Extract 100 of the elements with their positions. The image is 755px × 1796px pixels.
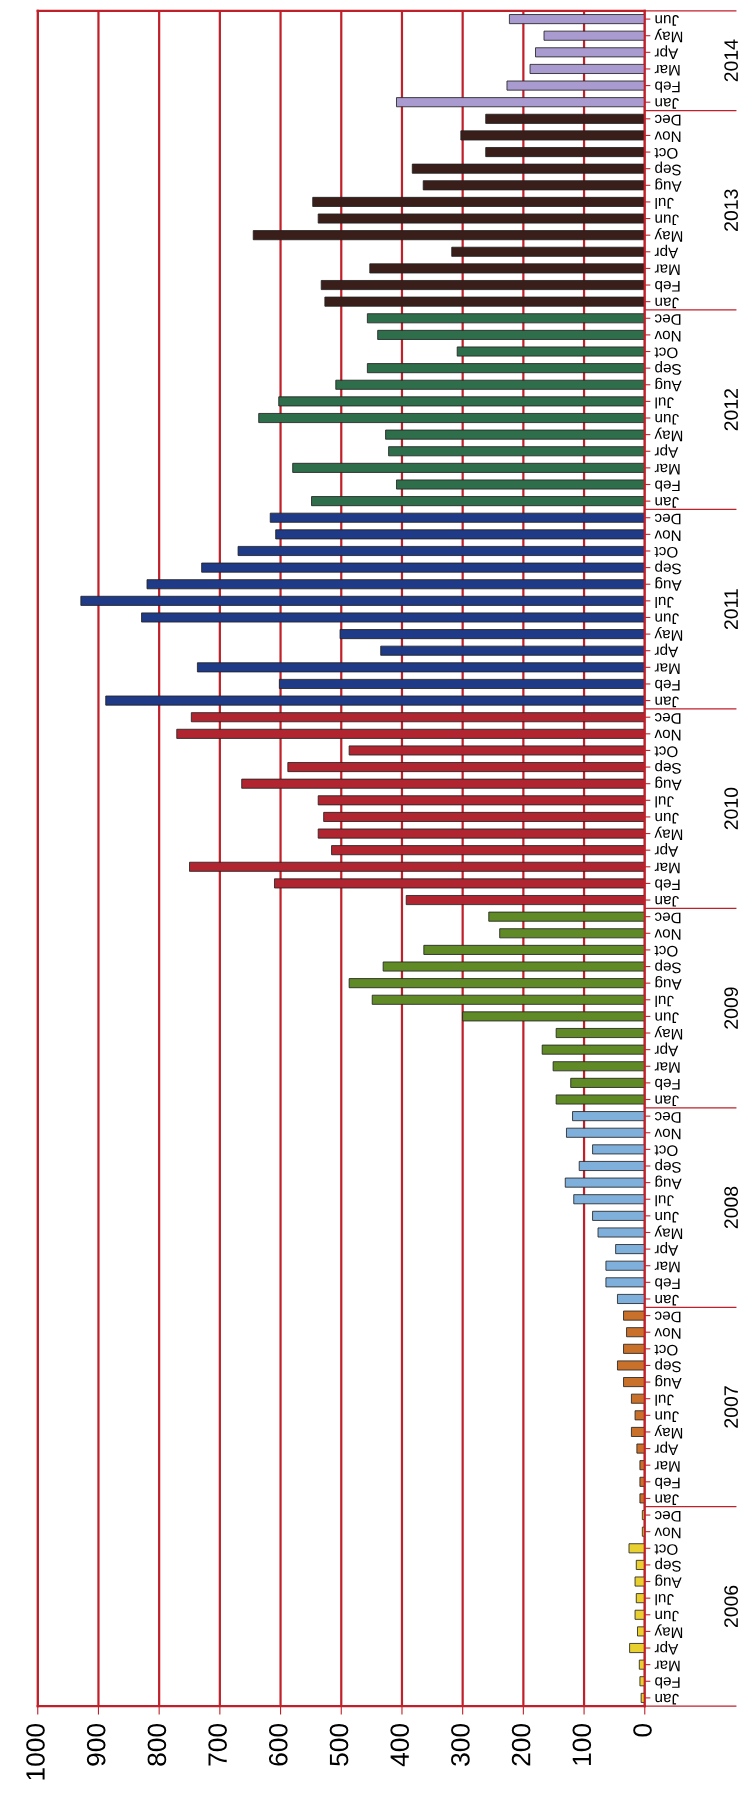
y-tick-label: Mar [654, 1660, 680, 1672]
text: 2010 [724, 787, 739, 830]
y-tick-label: Dec [654, 314, 681, 325]
x-tick-label: 200 [511, 1723, 531, 1766]
y-tick-label: May [654, 28, 683, 43]
y-tick-label: Oct [654, 147, 678, 159]
y-tick-label: Nov [654, 729, 681, 741]
y-tick-label: Oct [654, 347, 678, 359]
y-tick-label: May [654, 1424, 683, 1439]
y-tick-label: Feb [655, 1477, 680, 1489]
y-tick-label: Aug [655, 178, 682, 192]
y-tick-label: Jun [655, 214, 679, 226]
y-tick-label: Apr [654, 1241, 679, 1256]
y-tick-label: Sep [655, 1358, 681, 1373]
y-tick-label: Dec [654, 912, 681, 924]
y-tick-label: Mar [654, 862, 680, 874]
y-tick-label: May [654, 228, 683, 242]
y-tick-label: Jan [655, 1294, 679, 1306]
y-tick-label: Dec [654, 114, 681, 126]
y-tick-label: Aug [655, 577, 682, 591]
y-tick-label: Jun [655, 613, 679, 625]
x-tick-label: 0 [633, 1723, 652, 1737]
y-tick-label: Mar [654, 663, 680, 674]
y-tick-label: Jan [655, 297, 679, 309]
y-tick-label: Mar [654, 64, 680, 76]
x-tick-label: 100 [572, 1723, 592, 1765]
y-tick-label: Sep [655, 1158, 681, 1173]
x-tick-label: 400 [390, 1723, 410, 1767]
y-tick-label: Nov [654, 1328, 681, 1339]
y-tick-label: Jan [655, 497, 679, 508]
y-tick-label: May [654, 1624, 683, 1638]
y-tick-label: Oct [654, 1344, 678, 1356]
y-tick-label: Nov [654, 330, 681, 342]
y-tick-label: May [654, 626, 683, 641]
y-tick-label: Oct [654, 546, 678, 558]
y-tick-label: Jun [655, 14, 679, 26]
x-tick-label: 900 [86, 1723, 106, 1766]
y-tick-label: Jul [655, 1394, 674, 1406]
x-tick-label: 1000 [26, 1723, 45, 1780]
y-tick-label: Jun [655, 1411, 679, 1422]
text: 2013 [724, 189, 739, 231]
text: 2009 [724, 987, 739, 1029]
y-tick-label: Jun [655, 1211, 679, 1223]
y-tick-label: Apr [654, 244, 679, 259]
y-tick-label: Jan [655, 1095, 679, 1107]
y-tick-label: Apr [654, 45, 679, 59]
y-tick-label: Apr [654, 1640, 679, 1655]
y-tick-label: Oct [654, 1145, 678, 1157]
y-tick-label: Jun [655, 1012, 679, 1023]
y-tick-label: May [654, 826, 683, 841]
x-tick-label: 300 [451, 1723, 470, 1766]
y-tick-label: Sep [655, 759, 681, 774]
y-tick-label: Mar [654, 1461, 680, 1472]
y-tick-label: Nov [654, 131, 681, 142]
y-tick-label: Feb [655, 480, 680, 492]
y-tick-label: Mar [654, 463, 680, 475]
y-tick-label: Dec [654, 513, 681, 525]
y-tick-label: Aug [655, 976, 682, 990]
y-tick-label: Dec [654, 1510, 681, 1522]
y-tick-label: Sep [655, 959, 681, 974]
y-tick-label: Jun [655, 413, 679, 425]
y-tick-label: Jan [655, 98, 679, 109]
y-tick-label: Aug [655, 1574, 682, 1589]
text: 2012 [724, 389, 739, 431]
y-tick-label: Jul [655, 796, 674, 808]
y-tick-label: Jan [655, 1693, 679, 1705]
y-tick-label: Feb [655, 879, 680, 891]
y-tick-label: Nov [654, 530, 681, 541]
y-tick-label: Jul [655, 397, 674, 409]
y-tick-label: Aug [655, 1374, 682, 1389]
y-tick-label: Sep [655, 161, 681, 176]
text: 2008 [724, 1186, 739, 1229]
y-tick-label: Jun [655, 1610, 679, 1622]
y-tick-label: Sep [655, 361, 681, 375]
x-tick-label: 700 [208, 1723, 227, 1766]
y-tick-label: Jan [655, 1494, 679, 1505]
y-tick-label: Feb [655, 1078, 680, 1090]
y-tick-label: Oct [654, 746, 678, 758]
y-tick-label: Jul [655, 1195, 674, 1207]
y-tick-label: Feb [655, 81, 680, 93]
y-tick-label: Sep [655, 560, 681, 575]
y-tick-label: Feb [655, 679, 680, 692]
y-tick-label: Apr [654, 843, 679, 857]
y-tick-label: Aug [655, 1175, 682, 1190]
y-tick-label: May [654, 1225, 683, 1240]
y-tick-label: May [654, 1025, 683, 1040]
y-tick-label: Feb [655, 1278, 680, 1290]
y-tick-label: Jan [655, 895, 679, 907]
y-tick-label: Mar [654, 264, 680, 275]
x-tick-label: 600 [268, 1723, 288, 1766]
text: 2007 [724, 1386, 739, 1428]
y-tick-label: Dec [654, 713, 681, 724]
text: 2006 [724, 1585, 739, 1628]
y-tick-label: Feb [655, 1677, 680, 1689]
y-tick-label: Dec [654, 1112, 681, 1123]
y-tick-label: May [654, 427, 683, 442]
y-tick-label: Nov [654, 1128, 681, 1140]
x-tick-label: 800 [147, 1723, 167, 1766]
y-tick-label: Apr [654, 1441, 679, 1456]
text: 2014 [724, 39, 739, 82]
